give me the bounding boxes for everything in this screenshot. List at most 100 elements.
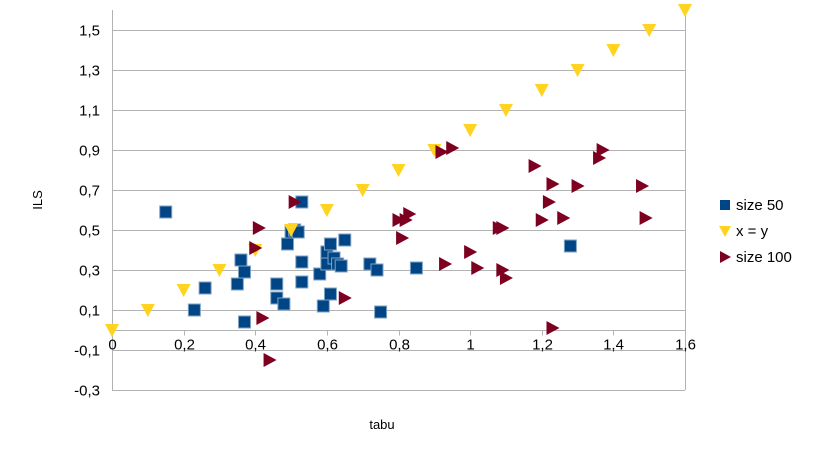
point-size-100 [535, 213, 549, 227]
point-size-100 [392, 213, 406, 227]
point-x-equals-y [498, 104, 513, 117]
point-size-100 [439, 257, 453, 271]
legend-label: size 50 [736, 197, 784, 214]
point-x-equals-y [176, 284, 191, 297]
point-size-50 [313, 267, 327, 281]
point-size-50 [295, 255, 309, 269]
x-tick-label: 0,6 [317, 337, 338, 354]
point-x-equals-y [391, 164, 406, 177]
point-x-equals-y [570, 64, 585, 77]
y-tick-label: 0,5 [79, 223, 100, 240]
point-size-100 [546, 177, 560, 191]
point-size-50 [338, 233, 352, 247]
point-size-100 [542, 195, 556, 209]
tick-label-layer: -0,3 -0,1 0,1 0,3 0,5 0,7 0,9 1,1 1,3 1,5 0 0,2 0,4 0… [74, 23, 696, 400]
point-x-equals-y [140, 304, 155, 317]
point-size-100 [528, 159, 542, 173]
point-x-equals-y [355, 184, 370, 197]
point-size-100 [496, 263, 510, 277]
point-size-100 [639, 211, 653, 225]
series-group [159, 195, 577, 329]
point-size-50 [370, 263, 384, 277]
point-size-100 [435, 145, 449, 159]
x-tick-label: 0,4 [245, 337, 266, 354]
legend-swatch-triangle-right [720, 251, 731, 263]
point-size-50 [323, 287, 337, 301]
point-size-50 [316, 299, 330, 313]
point-size-50 [409, 261, 423, 275]
point-size-100 [593, 151, 607, 165]
point-size-50 [198, 281, 212, 295]
point-size-50 [374, 305, 388, 319]
grid-layer [112, 30, 685, 391]
point-size-100 [557, 211, 571, 225]
legend-entry: size 50 [720, 197, 784, 214]
point-size-50 [187, 303, 201, 317]
point-size-50 [238, 265, 252, 279]
point-size-100 [403, 207, 417, 221]
point-size-100 [338, 291, 352, 305]
y-tick-label: 0,1 [79, 303, 100, 320]
point-size-100 [399, 213, 413, 227]
point-size-100 [546, 321, 560, 335]
point-x-equals-y [642, 24, 657, 37]
point-size-100 [249, 241, 263, 255]
point-size-100 [496, 221, 510, 235]
point-size-100 [636, 179, 650, 193]
point-size-100 [471, 261, 485, 275]
y-tick-label: 1,3 [79, 63, 100, 80]
point-size-100 [499, 271, 513, 285]
point-size-50 [234, 253, 248, 267]
y-tick-label: -0,1 [74, 343, 100, 360]
series-group [105, 4, 692, 337]
point-size-100 [252, 221, 266, 235]
y-tick-label: 1,1 [79, 103, 100, 120]
point-size-50 [277, 297, 291, 311]
x-tick-label: 1,6 [675, 337, 696, 354]
y-tick-label: 0,7 [79, 183, 100, 200]
legend: size 50 x = y size 100 [719, 197, 792, 266]
x-axis-title: tabu [369, 417, 394, 432]
legend-entry: x = y [719, 223, 769, 240]
point-x-equals-y [463, 124, 478, 137]
x-tick-label: 1 [466, 337, 474, 354]
legend-swatch-square [720, 200, 730, 210]
point-size-50 [230, 277, 244, 291]
legend-label: x = y [736, 223, 769, 240]
legend-entry: size 100 [720, 249, 792, 266]
legend-label: size 100 [736, 249, 792, 266]
y-tick-label: 0,9 [79, 143, 100, 160]
point-x-equals-y [284, 224, 299, 237]
point-x-equals-y [105, 324, 119, 337]
point-size-100 [256, 311, 270, 325]
y-axis-title: ILS [30, 190, 45, 210]
y-tick-label: -0,3 [74, 383, 100, 400]
point-x-equals-y [606, 44, 621, 57]
marker-layer [105, 4, 692, 367]
point-size-50 [270, 277, 284, 291]
x-tick-label: 1,2 [532, 337, 553, 354]
point-size-100 [446, 141, 460, 155]
x-tick-label: 0,8 [389, 337, 410, 354]
point-size-50 [563, 239, 577, 253]
x-tick-label: 0,2 [174, 337, 195, 354]
point-x-equals-y [534, 84, 549, 97]
point-size-50 [238, 315, 252, 329]
axis-layer [112, 10, 686, 391]
point-x-equals-y [678, 4, 692, 17]
point-size-100 [263, 353, 277, 367]
point-size-100 [464, 245, 478, 259]
point-x-equals-y [212, 264, 227, 277]
y-tick-label: 1,5 [79, 23, 100, 40]
point-x-equals-y [319, 204, 334, 217]
x-tick-label: 0 [108, 337, 116, 354]
point-size-50 [295, 275, 309, 289]
point-size-100 [396, 231, 410, 245]
x-tick-label: 1,4 [603, 337, 624, 354]
point-size-50 [334, 259, 348, 273]
point-size-100 [571, 179, 585, 193]
point-size-50 [159, 205, 173, 219]
legend-swatch-triangle-down [719, 226, 731, 237]
